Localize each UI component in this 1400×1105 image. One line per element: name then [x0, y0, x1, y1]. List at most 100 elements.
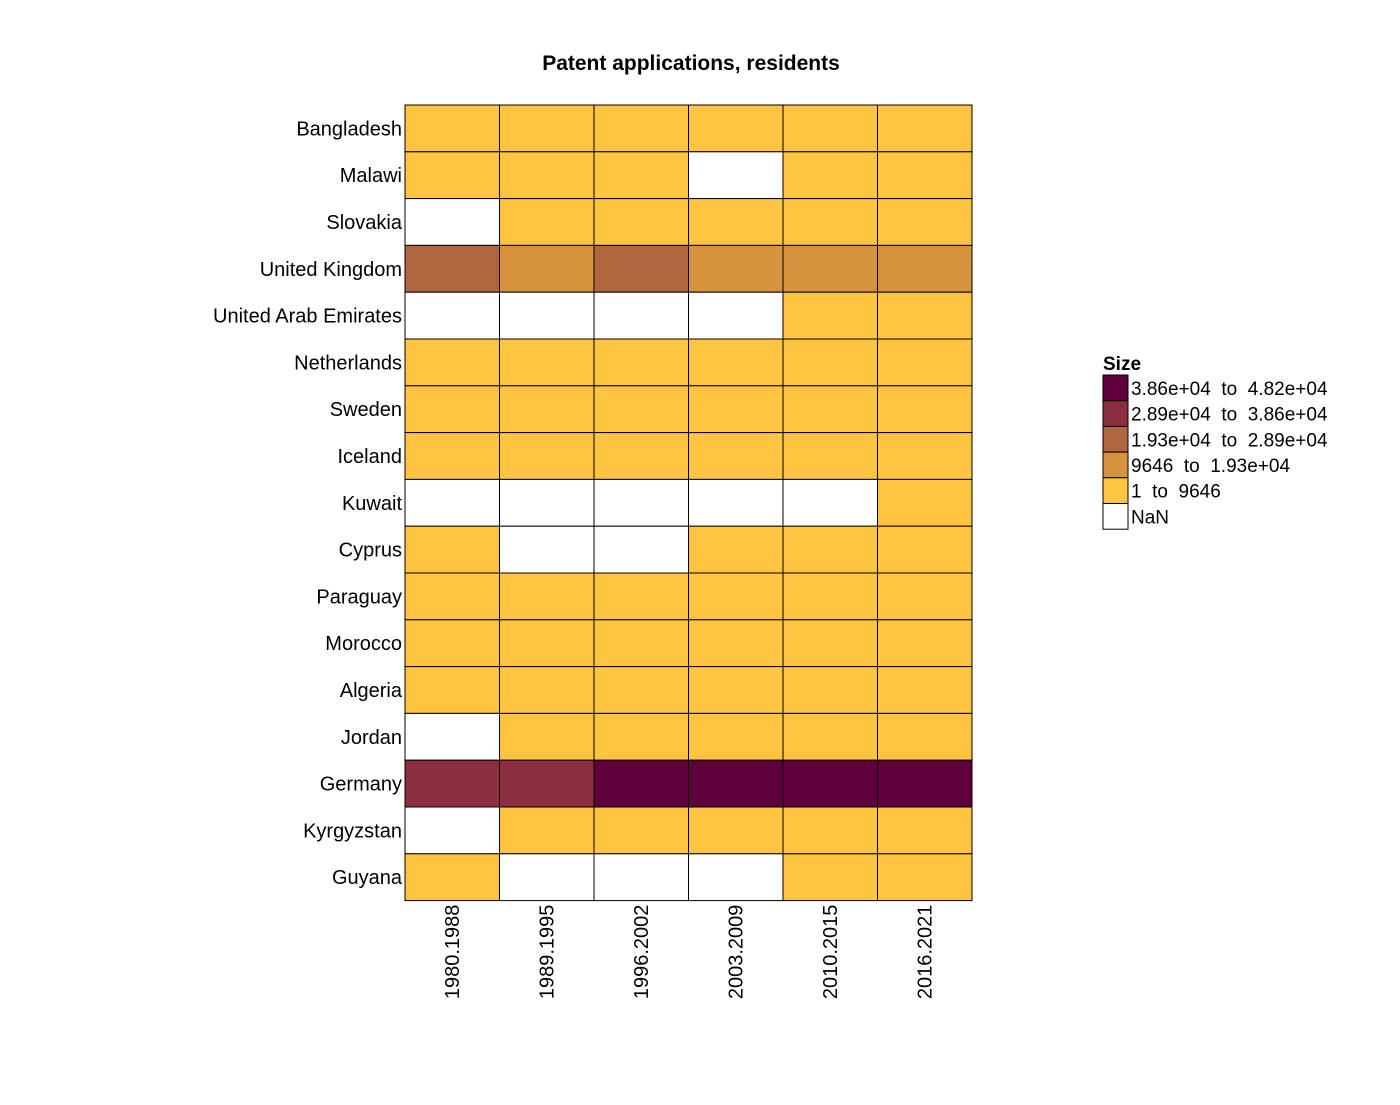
row-labels: BangladeshMalawiSlovakiaUnited KingdomUn…: [213, 118, 403, 889]
heatmap-cell: [783, 713, 878, 760]
row-label: United Kingdom: [260, 259, 402, 281]
heatmap-cell: [783, 620, 878, 667]
heatmap-cell: [405, 199, 500, 246]
heatmap-cell: [594, 807, 689, 854]
legend-label: 1.93e+04 to 2.89e+04: [1131, 430, 1328, 451]
heatmap-cell: [689, 620, 784, 667]
heatmap-cell: [594, 479, 689, 526]
row-label: Jordan: [341, 727, 402, 749]
heatmap-cell: [878, 245, 973, 292]
heatmap-cell: [689, 433, 784, 480]
heatmap-cell: [689, 386, 784, 433]
row-label: Algeria: [340, 680, 403, 702]
heatmap-cell: [594, 339, 689, 386]
heatmap-cell: [878, 807, 973, 854]
heatmap-cells: [405, 105, 972, 901]
row-label: Netherlands: [294, 352, 402, 374]
heatmap-cell: [689, 199, 784, 246]
row-label: Kuwait: [342, 493, 402, 515]
heatmap-cell: [878, 760, 973, 807]
heatmap-cell: [500, 667, 595, 714]
heatmap-cell: [689, 105, 784, 152]
heatmap-cell: [500, 152, 595, 199]
heatmap-cell: [783, 573, 878, 620]
heatmap-cell: [594, 667, 689, 714]
heatmap-cell: [783, 479, 878, 526]
row-label: United Arab Emirates: [213, 306, 402, 328]
heatmap-cell: [500, 526, 595, 573]
heatmap-cell: [689, 713, 784, 760]
column-label: 2016.2021: [915, 905, 937, 1000]
heatmap-cell: [500, 854, 595, 901]
heatmap-cell: [878, 667, 973, 714]
heatmap-cell: [689, 339, 784, 386]
heatmap-cell: [689, 479, 784, 526]
column-label: 1996.2002: [631, 905, 653, 1000]
legend-label: 9646 to 1.93e+04: [1131, 456, 1290, 477]
heatmap-cell: [594, 433, 689, 480]
row-label: Guyana: [332, 867, 403, 889]
heatmap-cell: [878, 620, 973, 667]
column-label: 2010.2015: [820, 905, 842, 1000]
row-label: Germany: [320, 774, 402, 796]
heatmap-cell: [783, 854, 878, 901]
heatmap-cell: [594, 620, 689, 667]
heatmap-cell: [689, 573, 784, 620]
legend-label: 3.86e+04 to 4.82e+04: [1131, 379, 1328, 400]
heatmap-cell: [500, 245, 595, 292]
heatmap-cell: [500, 386, 595, 433]
row-label: Morocco: [325, 633, 402, 655]
heatmap-cell: [783, 667, 878, 714]
heatmap-cell: [689, 292, 784, 339]
heatmap-cell: [878, 199, 973, 246]
heatmap-cell: [500, 339, 595, 386]
heatmap-cell: [689, 152, 784, 199]
heatmap-cell: [594, 245, 689, 292]
heatmap-cell: [878, 433, 973, 480]
legend-swatch: [1103, 426, 1128, 452]
row-label: Cyprus: [339, 540, 402, 562]
heatmap-cell: [405, 339, 500, 386]
heatmap-cell: [500, 199, 595, 246]
heatmap-cell: [405, 479, 500, 526]
heatmap-cell: [783, 292, 878, 339]
heatmap-cell: [405, 760, 500, 807]
heatmap-cell: [878, 152, 973, 199]
heatmap-cell: [594, 292, 689, 339]
row-label: Bangladesh: [296, 118, 402, 140]
heatmap-cell: [405, 386, 500, 433]
heatmap-cell: [878, 713, 973, 760]
legend-items: 3.86e+04 to 4.82e+042.89e+04 to 3.86e+04…: [1103, 375, 1328, 529]
heatmap-cell: [405, 854, 500, 901]
heatmap-cell: [500, 620, 595, 667]
legend-swatch: [1103, 478, 1128, 504]
heatmap-cell: [878, 573, 973, 620]
row-label: Paraguay: [316, 586, 402, 608]
row-label: Sweden: [330, 399, 402, 421]
heatmap-cell: [878, 854, 973, 901]
heatmap-cell: [878, 386, 973, 433]
legend-swatch: [1103, 401, 1128, 427]
heatmap-cell: [500, 105, 595, 152]
heatmap-cell: [405, 573, 500, 620]
heatmap-cell: [500, 292, 595, 339]
row-label: Iceland: [338, 446, 403, 468]
heatmap-cell: [878, 105, 973, 152]
heatmap-cell: [594, 760, 689, 807]
legend-label: NaN: [1131, 507, 1169, 528]
heatmap-cell: [405, 526, 500, 573]
legend-swatch: [1103, 504, 1128, 530]
heatmap-cell: [783, 199, 878, 246]
heatmap-cell: [878, 292, 973, 339]
heatmap-cell: [878, 479, 973, 526]
heatmap-cell: [783, 386, 878, 433]
heatmap-cell: [689, 854, 784, 901]
heatmap-cell: [405, 292, 500, 339]
heatmap-cell: [405, 105, 500, 152]
legend-title: Size: [1103, 354, 1141, 375]
heatmap-cell: [594, 573, 689, 620]
heatmap-cell: [783, 526, 878, 573]
heatmap-cell: [594, 526, 689, 573]
